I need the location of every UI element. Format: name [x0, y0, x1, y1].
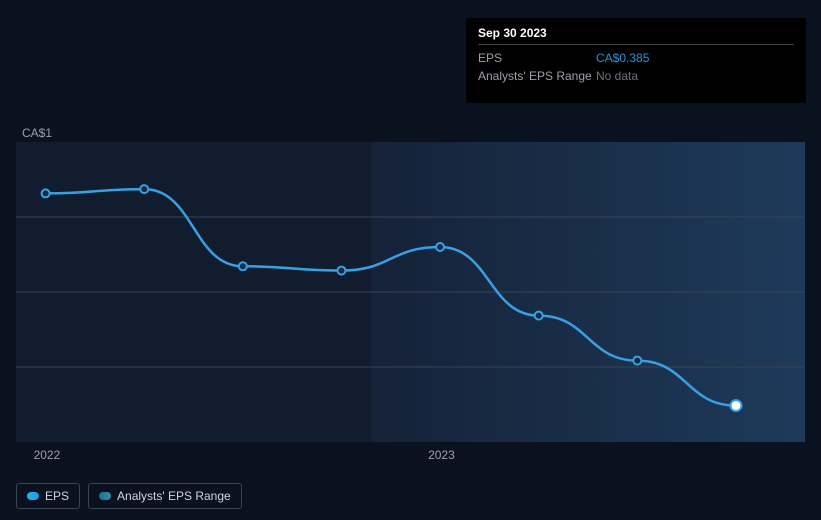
series-marker[interactable] [239, 262, 247, 270]
chart-tooltip: Sep 30 2023 EPSCA$0.385Analysts' EPS Ran… [466, 18, 806, 103]
series-marker-hover[interactable] [730, 400, 741, 411]
series-marker[interactable] [140, 185, 148, 193]
x-axis-label: 2023 [428, 448, 455, 462]
y-axis-label: CA$1 [22, 126, 52, 140]
line-chart[interactable] [16, 142, 805, 442]
legend-item[interactable]: Analysts' EPS Range [88, 483, 242, 509]
series-marker[interactable] [633, 357, 641, 365]
tooltip-row-label: EPS [478, 49, 596, 67]
legend-label: Analysts' EPS Range [117, 489, 231, 503]
tooltip-date: Sep 30 2023 [478, 26, 794, 45]
x-axis-label: 2022 [34, 448, 61, 462]
tooltip-row-label: Analysts' EPS Range [478, 67, 596, 85]
legend-item[interactable]: EPS [16, 483, 80, 509]
legend-swatch-icon [99, 492, 111, 500]
legend-swatch-icon [27, 492, 39, 500]
tooltip-row: EPSCA$0.385 [478, 49, 794, 67]
series-marker[interactable] [535, 312, 543, 320]
series-marker[interactable] [436, 243, 444, 251]
series-marker[interactable] [337, 267, 345, 275]
tooltip-row: Analysts' EPS RangeNo data [478, 67, 794, 85]
tooltip-row-value: No data [596, 67, 638, 85]
chart-legend: EPS Analysts' EPS Range [16, 483, 242, 509]
tooltip-row-value: CA$0.385 [596, 49, 649, 67]
series-marker[interactable] [42, 189, 50, 197]
legend-label: EPS [45, 489, 69, 503]
